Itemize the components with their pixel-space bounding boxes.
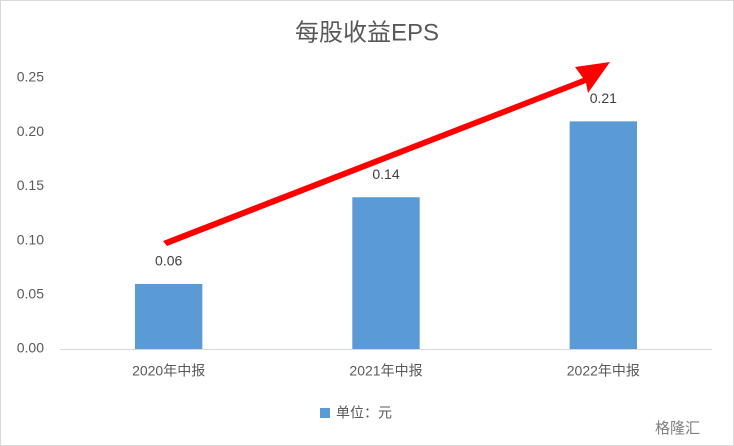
watermark: 格隆汇 (655, 420, 700, 437)
arrow-shape (163, 62, 610, 246)
bar (134, 283, 203, 349)
y-tick-label: 0.05 (17, 286, 44, 302)
x-tick-label: 2022年中报 (567, 363, 640, 379)
y-tick-label: 0.20 (17, 123, 44, 139)
x-tick-label: 2021年中报 (349, 363, 422, 379)
data-label: 0.21 (590, 90, 617, 106)
legend-swatch (320, 408, 330, 418)
bar (352, 197, 420, 349)
trend-arrow (163, 62, 610, 246)
data-label: 0.06 (155, 253, 182, 269)
y-tick-label: 0.25 (17, 69, 44, 85)
data-label: 0.14 (372, 166, 399, 182)
chart-title: 每股收益EPS (295, 19, 439, 46)
y-tick-label: 0.10 (17, 231, 44, 247)
legend-label: 单位：元 (336, 405, 392, 421)
bar (569, 121, 638, 349)
y-tick-label: 0.00 (17, 340, 44, 356)
x-tick-label: 2020年中报 (132, 363, 205, 379)
y-tick-label: 0.15 (17, 177, 44, 193)
